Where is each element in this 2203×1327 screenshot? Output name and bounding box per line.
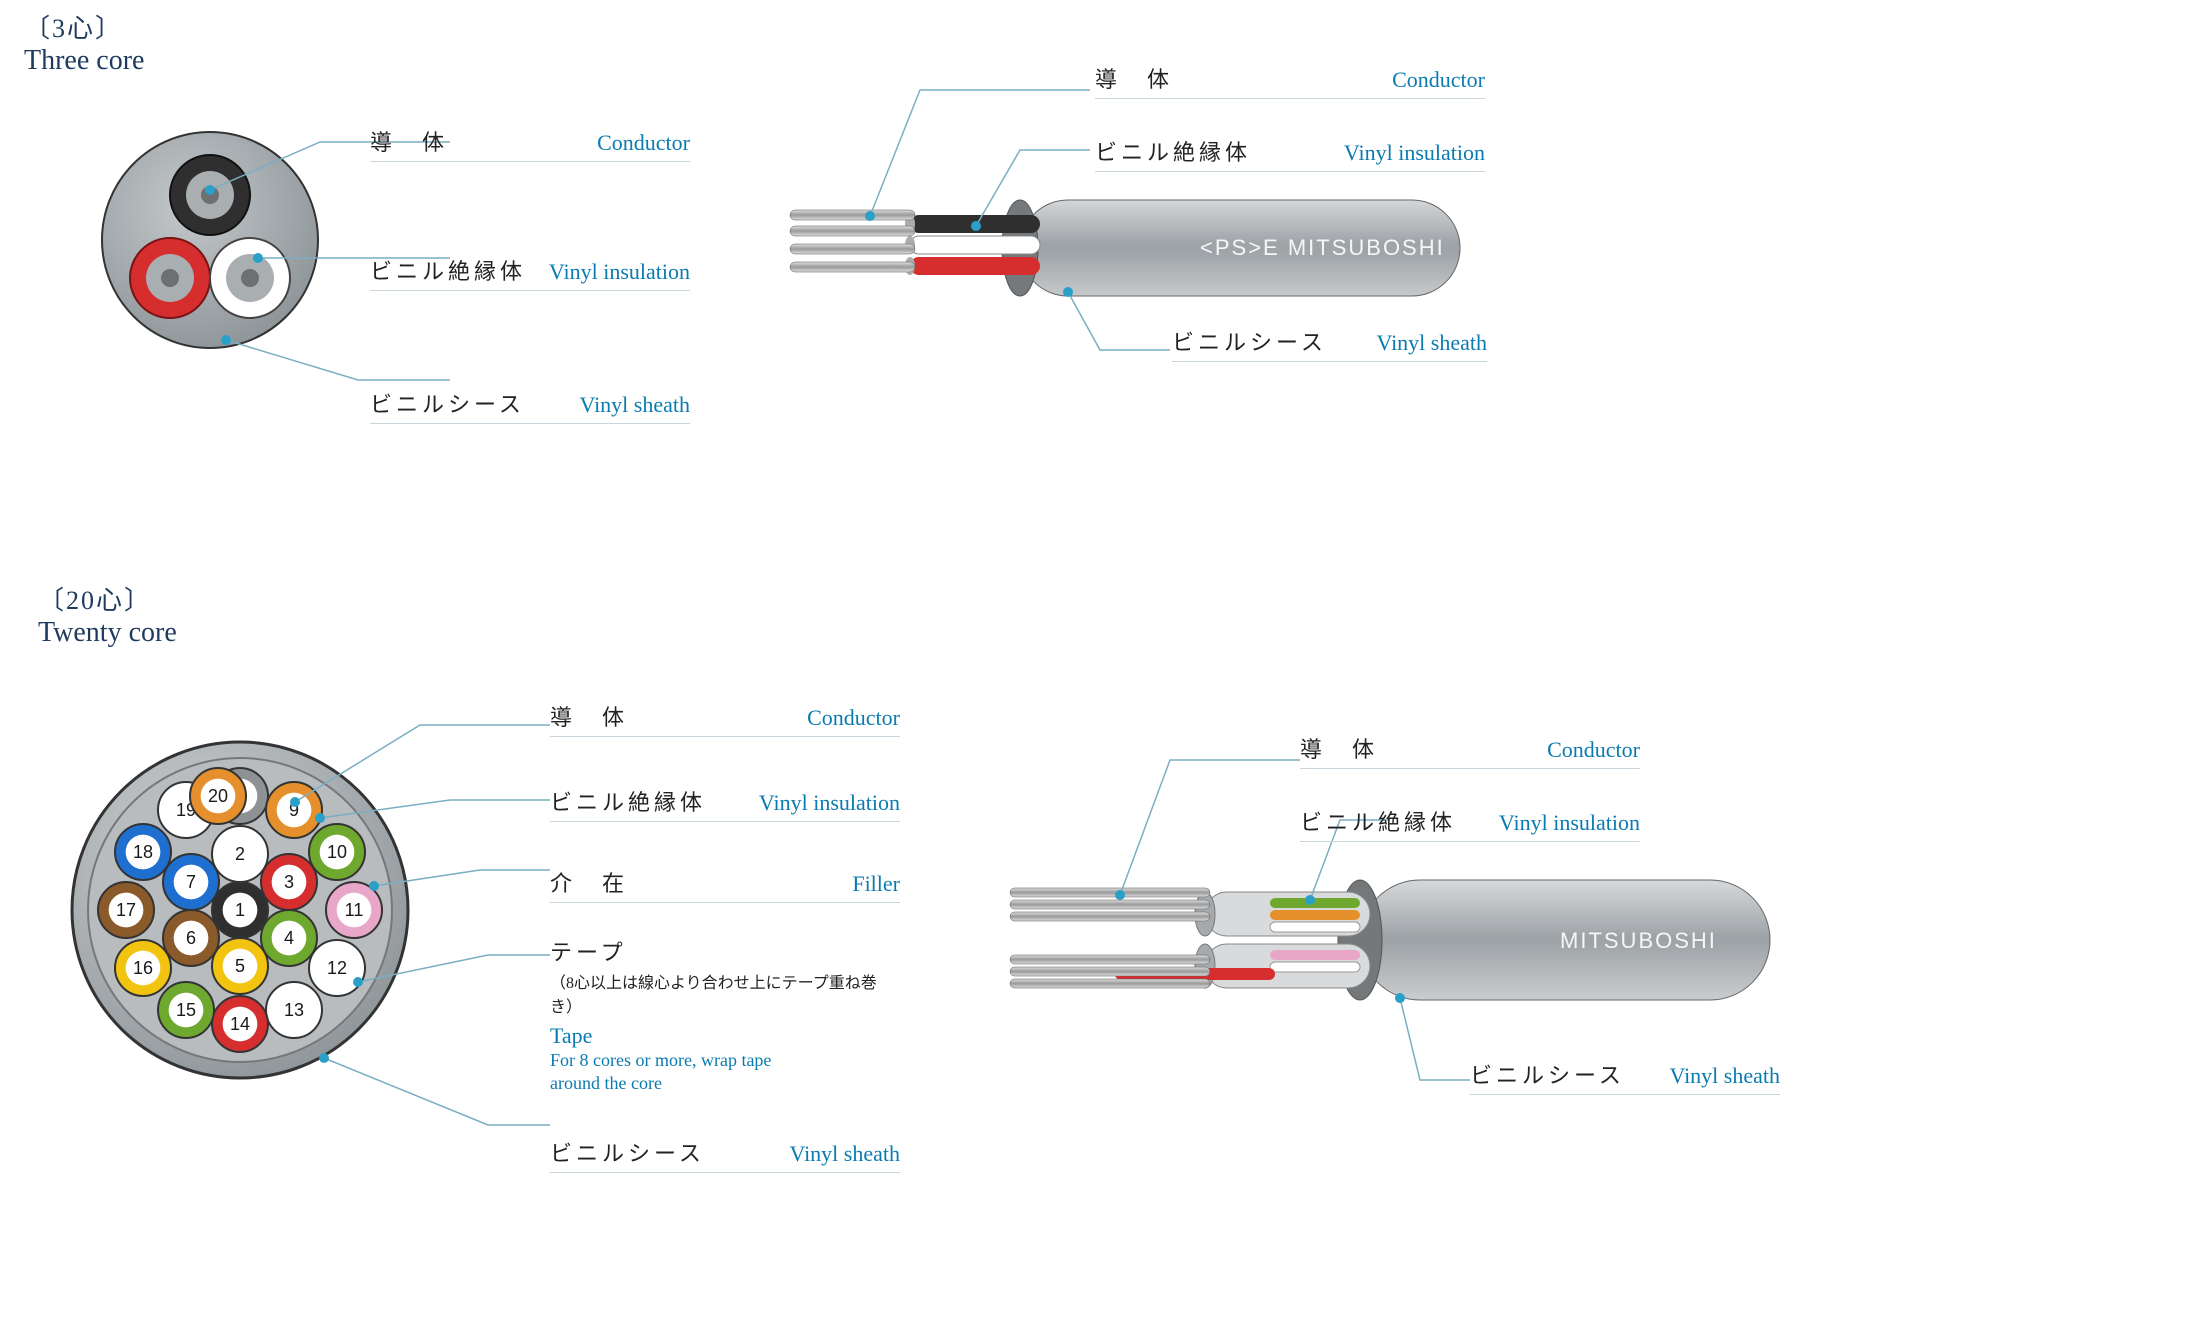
t20-filler-en: Filler bbox=[852, 871, 900, 897]
t20-tape-jp-note: （8心以上は線心より合わせ上にテープ重ね巻き） bbox=[550, 969, 900, 1017]
twenty-core-side-labels: 導 体 Conductor ビニル絶縁体 Vinyl insulation bbox=[1300, 732, 1640, 842]
side-insulation-en: Vinyl insulation bbox=[1344, 140, 1485, 166]
bare-conductors bbox=[1010, 888, 1210, 988]
core-left bbox=[130, 238, 210, 318]
t20-tape-jp: テープ bbox=[550, 935, 900, 967]
t20s-sheath-en: Vinyl sheath bbox=[1670, 1063, 1781, 1089]
svg-text:3: 3 bbox=[284, 872, 294, 892]
svg-text:2: 2 bbox=[235, 844, 245, 864]
core-13: 13 bbox=[266, 982, 322, 1038]
core-6: 6 bbox=[163, 910, 219, 966]
core-5: 5 bbox=[212, 938, 268, 994]
core-1: 1 bbox=[212, 882, 268, 938]
tape-bundle-top bbox=[1195, 892, 1370, 936]
svg-text:17: 17 bbox=[116, 900, 136, 920]
svg-text:15: 15 bbox=[176, 1000, 196, 1020]
label-conductor-jp: 導 体 bbox=[370, 125, 448, 157]
t20s-insulation-jp: ビニル絶縁体 bbox=[1300, 805, 1456, 837]
svg-text:13: 13 bbox=[284, 1000, 304, 1020]
core-14: 14 bbox=[212, 996, 268, 1052]
t20-tape-en: Tape bbox=[550, 1023, 900, 1049]
label-insulation-en: Vinyl insulation bbox=[549, 259, 690, 285]
three-core-title-en: Three core bbox=[24, 45, 144, 77]
three-core-side-labels: 導 体 Conductor ビニル絶縁体 Vinyl insulation bbox=[1095, 62, 1485, 172]
label-sheath-en: Vinyl sheath bbox=[580, 392, 691, 418]
t20-tape-en-note: For 8 cores or more, wrap tape around th… bbox=[550, 1049, 810, 1096]
side-sheath-en: Vinyl sheath bbox=[1377, 330, 1488, 356]
side-sheath-jp: ビニルシース bbox=[1172, 325, 1327, 357]
svg-text:7: 7 bbox=[186, 872, 196, 892]
core-2: 2 bbox=[212, 826, 268, 882]
side-conductor-en: Conductor bbox=[1392, 67, 1485, 93]
svg-text:6: 6 bbox=[186, 928, 196, 948]
core-4: 4 bbox=[261, 910, 317, 966]
brand-text-20: MITSUBOSHI bbox=[1560, 928, 1717, 953]
svg-text:5: 5 bbox=[235, 956, 245, 976]
side-insulation-jp: ビニル絶縁体 bbox=[1095, 135, 1251, 167]
three-core-side-sheath-label: ビニルシース Vinyl sheath bbox=[1172, 325, 1487, 362]
core-10: 10 bbox=[309, 824, 365, 880]
t20s-sheath-jp: ビニルシース bbox=[1470, 1058, 1625, 1090]
core-3: 3 bbox=[261, 854, 317, 910]
t20s-conductor-en: Conductor bbox=[1547, 737, 1640, 763]
svg-text:4: 4 bbox=[284, 928, 294, 948]
t20s-insulation-en: Vinyl insulation bbox=[1499, 810, 1640, 836]
svg-text:14: 14 bbox=[230, 1014, 250, 1034]
t20s-conductor-jp: 導 体 bbox=[1300, 732, 1378, 764]
svg-text:16: 16 bbox=[133, 958, 153, 978]
side-conductor-jp: 導 体 bbox=[1095, 62, 1173, 94]
label-insulation-jp: ビニル絶縁体 bbox=[370, 254, 526, 286]
core-15: 15 bbox=[158, 982, 214, 1038]
brand-text-3: <PS>E MITSUBOSHI bbox=[1200, 235, 1445, 260]
core-16: 16 bbox=[115, 940, 171, 996]
twenty-core-panel: 〔20心〕 Twenty core bbox=[38, 580, 177, 649]
t20-filler-jp: 介 在 bbox=[550, 866, 628, 898]
core-right bbox=[210, 238, 290, 318]
t20-conductor-jp: 導 体 bbox=[550, 700, 628, 732]
t20-insulation-en: Vinyl insulation bbox=[759, 790, 900, 816]
core-18: 18 bbox=[115, 824, 171, 880]
twenty-core-title-jp: 〔20心〕 bbox=[38, 580, 177, 617]
svg-text:12: 12 bbox=[327, 958, 347, 978]
core-20: 20 bbox=[190, 768, 246, 824]
twenty-core-side-sheath-label: ビニルシース Vinyl sheath bbox=[1470, 1058, 1780, 1095]
t20-sheath-en: Vinyl sheath bbox=[790, 1141, 901, 1167]
core-12: 12 bbox=[309, 940, 365, 996]
t20-conductor-en: Conductor bbox=[807, 705, 900, 731]
t20-insulation-jp: ビニル絶縁体 bbox=[550, 785, 706, 817]
svg-text:11: 11 bbox=[345, 900, 364, 920]
twenty-core-title-en: Twenty core bbox=[38, 617, 177, 649]
t20-sheath-jp: ビニルシース bbox=[550, 1136, 705, 1168]
twenty-core-labels: 導 体 Conductor ビニル絶縁体 Vinyl insulation 介 … bbox=[550, 700, 900, 1173]
svg-text:1: 1 bbox=[235, 900, 245, 920]
svg-text:20: 20 bbox=[208, 786, 228, 806]
core-17: 17 bbox=[98, 882, 154, 938]
three-core-labels: 導 体 Conductor ビニル絶縁体 Vinyl insulation ビニ… bbox=[370, 55, 690, 424]
svg-text:10: 10 bbox=[327, 842, 347, 862]
label-sheath-jp: ビニルシース bbox=[370, 387, 525, 419]
label-conductor-en: Conductor bbox=[597, 130, 690, 156]
three-core-title-jp: 〔3心〕 bbox=[24, 8, 144, 45]
three-core-panel: 〔3心〕 Three core bbox=[24, 8, 144, 77]
core-7: 7 bbox=[163, 854, 219, 910]
svg-text:18: 18 bbox=[133, 842, 153, 862]
